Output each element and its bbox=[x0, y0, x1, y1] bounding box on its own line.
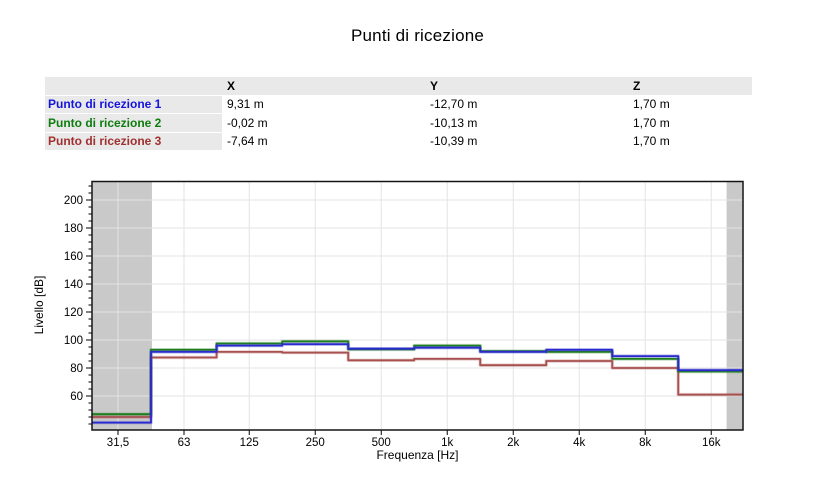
svg-text:31,5: 31,5 bbox=[107, 437, 129, 449]
point-3-z-value: 1,70 m bbox=[628, 132, 752, 150]
svg-text:60: 60 bbox=[70, 391, 83, 403]
svg-text:250: 250 bbox=[306, 437, 325, 449]
x-axis-label: Frequenza [Hz] bbox=[376, 448, 459, 462]
point-2-z-value: 1,70 m bbox=[628, 114, 752, 132]
svg-text:200: 200 bbox=[64, 195, 83, 207]
point-1-z-value: 1,70 m bbox=[628, 95, 752, 113]
point-3-x-value: -7,64 m bbox=[222, 132, 425, 150]
row-label-point-3: Punto di ricezione 3 bbox=[45, 132, 222, 150]
row-label-point-1: Punto di ricezione 1 bbox=[45, 95, 222, 113]
svg-text:160: 160 bbox=[64, 251, 83, 263]
table-header-y: Y bbox=[425, 77, 628, 95]
svg-text:16k: 16k bbox=[702, 437, 721, 449]
svg-text:500: 500 bbox=[372, 437, 391, 449]
page-title: Punti di ricezione bbox=[350, 26, 485, 45]
svg-text:100: 100 bbox=[64, 335, 83, 347]
table-header-z: Z bbox=[628, 77, 752, 95]
table-header-x: X bbox=[222, 77, 425, 95]
svg-text:63: 63 bbox=[178, 437, 191, 449]
svg-text:125: 125 bbox=[240, 437, 259, 449]
point-2-y-value: -10,13 m bbox=[425, 114, 628, 132]
svg-text:2k: 2k bbox=[507, 437, 519, 449]
y-axis-label: Livello [dB] bbox=[32, 275, 46, 335]
row-label-point-2: Punto di ricezione 2 bbox=[45, 114, 222, 132]
point-1-y-value: -12,70 m bbox=[425, 95, 628, 113]
point-2-x-value: -0,02 m bbox=[222, 114, 425, 132]
table-header-empty bbox=[45, 77, 222, 95]
svg-text:4k: 4k bbox=[573, 437, 585, 449]
svg-text:8k: 8k bbox=[639, 437, 651, 449]
reception-points-table: X Y Z Punto di ricezione 1 9,31 m -12,70… bbox=[45, 77, 752, 150]
point-1-x-value: 9,31 m bbox=[222, 95, 425, 113]
svg-text:180: 180 bbox=[64, 223, 83, 235]
svg-text:1k: 1k bbox=[441, 437, 453, 449]
svg-text:80: 80 bbox=[70, 363, 83, 375]
svg-text:120: 120 bbox=[64, 307, 83, 319]
point-3-y-value: -10,39 m bbox=[425, 132, 628, 150]
svg-text:140: 140 bbox=[64, 279, 83, 291]
